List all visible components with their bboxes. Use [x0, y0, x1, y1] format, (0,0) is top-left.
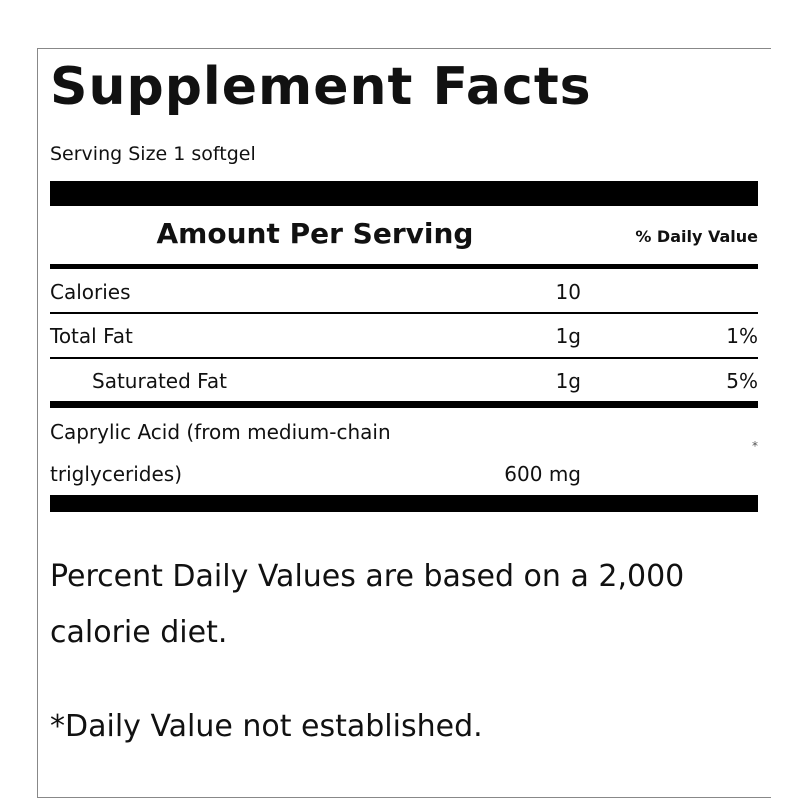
- nutrient-amount: 1g: [555, 324, 581, 348]
- amount-header: Amount Per Serving: [156, 217, 474, 250]
- divider: [50, 401, 758, 408]
- divider: [50, 357, 758, 359]
- nutrient-row: Caprylic Acid (from medium-chain triglyc…: [50, 411, 758, 495]
- nutrient-row: Calories 10: [50, 271, 758, 313]
- supplement-facts-panel: Supplement Facts Serving Size 1 softgel …: [37, 48, 771, 798]
- divider: [50, 264, 758, 269]
- nutrient-name: Saturated Fat: [92, 369, 227, 393]
- nutrient-name: Calories: [50, 280, 131, 304]
- footnote: *Daily Value not established.: [50, 709, 483, 744]
- divider: [50, 312, 758, 314]
- serving-size: Serving Size 1 softgel: [50, 143, 256, 165]
- divider: [50, 495, 758, 512]
- nutrient-name: Total Fat: [50, 324, 133, 348]
- nutrient-daily-value: *: [752, 439, 758, 453]
- daily-value-header: % Daily Value: [635, 227, 758, 246]
- nutrient-amount: 600 mg: [504, 462, 581, 486]
- nutrient-daily-value: 5%: [726, 369, 758, 393]
- nutrient-amount: 1g: [555, 369, 581, 393]
- nutrient-name: Caprylic Acid (from medium-chain triglyc…: [50, 420, 391, 486]
- thick-bar: [50, 181, 758, 206]
- title: Supplement Facts: [50, 57, 592, 117]
- footnote: Percent Daily Values are based on a 2,00…: [50, 559, 685, 650]
- nutrient-row: Saturated Fat 1g 5%: [50, 360, 758, 402]
- nutrient-row: Total Fat 1g 1%: [50, 315, 758, 357]
- nutrient-amount: 10: [555, 280, 581, 304]
- nutrient-daily-value: 1%: [726, 324, 758, 348]
